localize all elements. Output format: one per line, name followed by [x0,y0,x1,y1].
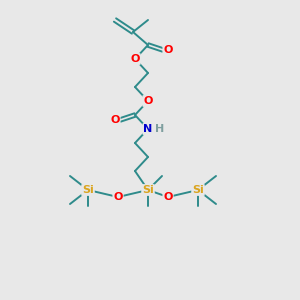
Text: Si: Si [142,185,154,195]
Text: O: O [143,96,153,106]
Text: O: O [110,115,120,125]
Text: Si: Si [82,185,94,195]
Text: Si: Si [192,185,204,195]
Text: O: O [163,45,173,55]
Text: N: N [143,124,153,134]
Text: O: O [130,54,140,64]
Text: H: H [155,124,165,134]
Text: O: O [113,192,123,202]
Text: O: O [163,192,173,202]
